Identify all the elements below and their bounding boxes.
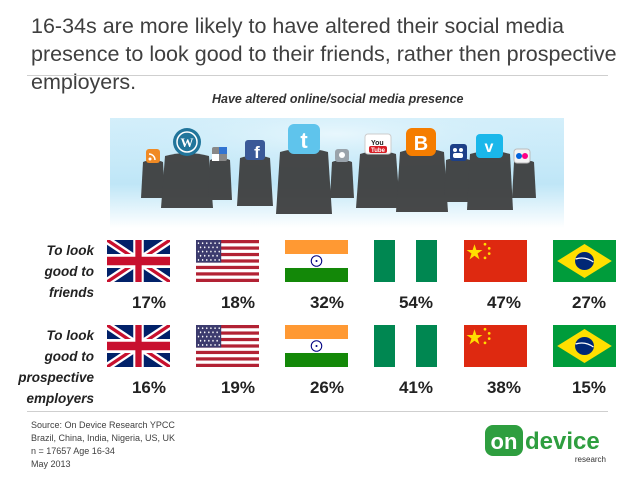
svg-text:You: You xyxy=(371,140,384,147)
flag-brazil xyxy=(553,325,616,367)
row-label-employers: To look good to prospective employers xyxy=(12,325,94,409)
value-label-china-employers: 38% xyxy=(486,378,521,397)
value-label-nigeria-employers: 41% xyxy=(398,378,433,397)
svg-text:v: v xyxy=(485,139,494,156)
rss-icon xyxy=(146,149,160,163)
source-countries: Brazil, China, India, Nigeria, US, UK xyxy=(31,433,176,443)
flag-nigeria xyxy=(374,240,437,282)
flag-brazil xyxy=(553,240,616,282)
flag-us xyxy=(196,325,259,367)
slide-title: 16-34s are more likely to have altered t… xyxy=(31,14,617,94)
flag-china xyxy=(464,240,527,282)
social-media-heads-image: W f t You Tube B v xyxy=(110,118,564,228)
logo-device-text: device xyxy=(525,428,600,455)
delicious-icon xyxy=(212,147,227,161)
value-label-us-friends: 18% xyxy=(220,293,255,312)
svg-text:f: f xyxy=(254,143,260,162)
value-label-uk-friends: 17% xyxy=(131,293,166,312)
footer-divider xyxy=(27,411,608,412)
flag-us xyxy=(196,240,259,282)
vimeo-icon: v xyxy=(476,134,503,158)
wordpress-icon: W xyxy=(173,128,201,156)
row-label-employers-text: To look good to prospective employers xyxy=(18,328,94,406)
myspace-icon xyxy=(450,144,467,161)
youtube-icon: You Tube xyxy=(364,133,392,155)
ondevice-research-logo: on device research xyxy=(485,425,606,464)
value-label-india-employers: 26% xyxy=(309,378,344,397)
flag-uk xyxy=(107,240,170,282)
row-label-friends: To look good to friends xyxy=(12,240,94,303)
twitter-icon: t xyxy=(288,124,320,154)
svg-text:B: B xyxy=(414,133,428,155)
chart-subtitle: Have altered online/social media presenc… xyxy=(212,92,464,106)
flickr-icon xyxy=(513,148,531,164)
digg-icon xyxy=(335,149,349,162)
source-line: Source: On Device Research YPCC xyxy=(31,420,175,430)
svg-text:W: W xyxy=(181,135,194,150)
flag-india xyxy=(285,325,348,367)
value-label-us-employers: 19% xyxy=(220,378,255,397)
blogger-icon: B xyxy=(406,128,436,156)
flag-nigeria xyxy=(374,325,437,367)
value-label-brazil-friends: 27% xyxy=(571,293,606,312)
source-date: May 2013 xyxy=(31,459,71,469)
value-label-brazil-employers: 15% xyxy=(571,378,606,397)
source-sample: n = 17657 Age 16-34 xyxy=(31,446,115,456)
title-divider xyxy=(27,75,608,76)
svg-text:t: t xyxy=(300,128,308,153)
flag-uk xyxy=(107,325,170,367)
value-label-india-friends: 32% xyxy=(309,293,344,312)
row-label-friends-text: To look good to friends xyxy=(44,243,94,300)
svg-text:Tube: Tube xyxy=(371,148,386,154)
flag-china xyxy=(464,325,527,367)
facebook-icon: f xyxy=(245,140,265,162)
logo-research-text: research xyxy=(575,455,606,464)
value-label-uk-employers: 16% xyxy=(131,378,166,397)
value-label-nigeria-friends: 54% xyxy=(398,293,433,312)
source-note: Source: On Device Research YPCC Brazil, … xyxy=(31,419,175,471)
value-label-china-friends: 47% xyxy=(486,293,521,312)
logo-on-text: on xyxy=(491,429,518,454)
flag-india xyxy=(285,240,348,282)
